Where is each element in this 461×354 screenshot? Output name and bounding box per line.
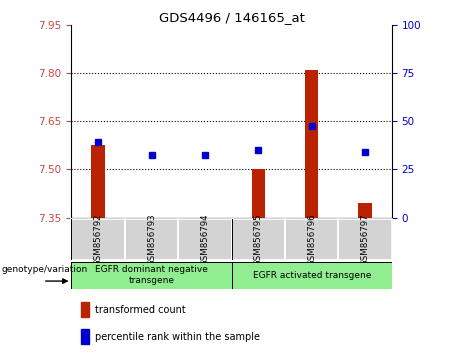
Bar	[81, 329, 89, 344]
Text: GSM856795: GSM856795	[254, 213, 263, 266]
Bar	[81, 302, 89, 317]
FancyBboxPatch shape	[338, 219, 392, 260]
FancyBboxPatch shape	[71, 262, 231, 289]
Bar	[198, 218, 212, 221]
Bar	[359, 203, 372, 218]
Text: EGFR dominant negative
transgene: EGFR dominant negative transgene	[95, 265, 208, 285]
Text: GSM856792: GSM856792	[94, 213, 103, 266]
Text: GSM856793: GSM856793	[147, 213, 156, 266]
FancyBboxPatch shape	[125, 219, 178, 260]
FancyBboxPatch shape	[231, 219, 285, 260]
Text: percentile rank within the sample: percentile rank within the sample	[95, 332, 260, 342]
FancyBboxPatch shape	[71, 219, 125, 260]
Text: GSM856794: GSM856794	[201, 213, 209, 266]
Bar	[91, 145, 105, 218]
Text: GSM856796: GSM856796	[307, 213, 316, 266]
Bar	[305, 70, 319, 218]
Title: GDS4496 / 146165_at: GDS4496 / 146165_at	[159, 11, 305, 24]
FancyBboxPatch shape	[285, 219, 338, 260]
Text: genotype/variation: genotype/variation	[1, 265, 88, 274]
Text: transformed count: transformed count	[95, 304, 186, 315]
Text: EGFR activated transgene: EGFR activated transgene	[253, 271, 371, 280]
Bar	[145, 218, 158, 222]
Text: GSM856797: GSM856797	[361, 213, 370, 266]
FancyBboxPatch shape	[178, 219, 231, 260]
Bar	[252, 170, 265, 218]
FancyBboxPatch shape	[231, 262, 392, 289]
